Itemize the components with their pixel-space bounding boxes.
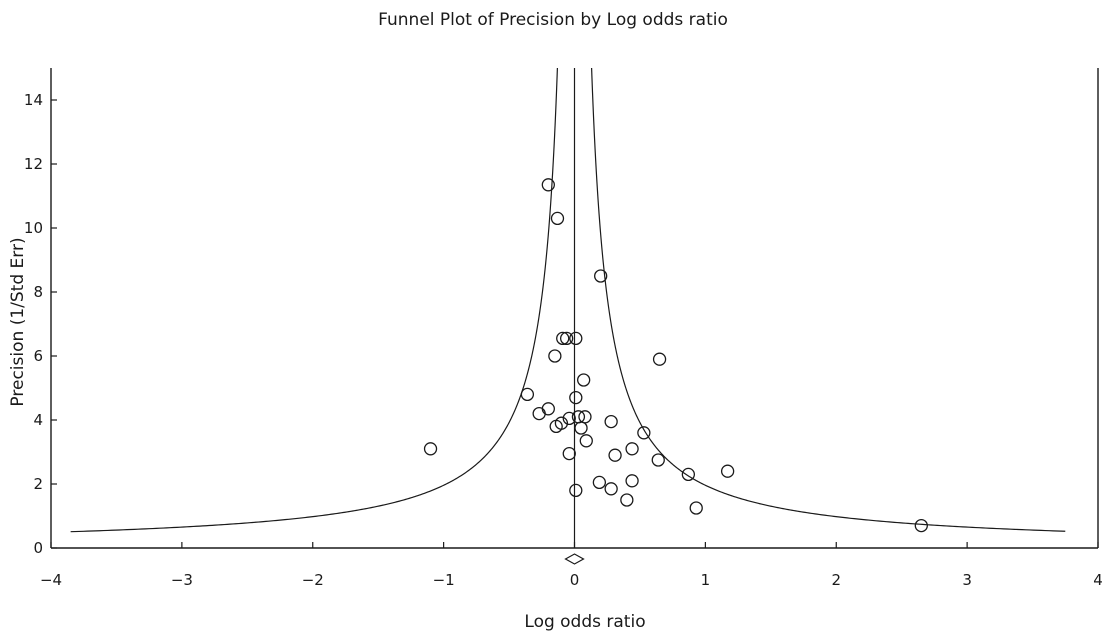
data-point (625, 474, 639, 488)
x-tick-label: −2 (302, 571, 324, 589)
data-point (625, 442, 639, 456)
x-tick-label: 4 (1093, 571, 1103, 589)
data-point (592, 475, 607, 490)
data-point (651, 453, 665, 467)
y-tick-label: 0 (33, 539, 43, 557)
x-tick-label: −3 (171, 571, 193, 589)
data-point (604, 414, 618, 429)
funnel-group (70, 67, 1066, 565)
data-point (520, 387, 535, 402)
data-point (550, 211, 565, 226)
data-point (681, 467, 696, 482)
data-point (608, 448, 622, 462)
data-point (577, 373, 591, 387)
x-tick-label: 3 (962, 571, 972, 589)
x-tick-label: −4 (40, 571, 62, 589)
data-point (720, 464, 735, 478)
data-point (423, 442, 438, 456)
data-point (541, 402, 555, 416)
funnel-left-curve (70, 67, 558, 533)
x-tick-label: 0 (570, 571, 580, 589)
data-point (579, 434, 593, 448)
data-point (914, 518, 928, 533)
chart-title: Funnel Plot of Precision by Log odds rat… (378, 10, 728, 30)
data-point (689, 501, 703, 515)
y-tick-label: 2 (33, 475, 43, 493)
data-point (569, 331, 583, 346)
data-point (604, 482, 618, 496)
x-tick-label: 1 (701, 571, 711, 589)
data-point (562, 446, 576, 461)
x-tick-label: 2 (831, 571, 841, 589)
data-point (569, 390, 583, 405)
data-point (532, 406, 546, 421)
y-axis-label: Precision (1/Std Err) (8, 237, 28, 406)
y-tick-label: 8 (33, 283, 43, 301)
y-tick-label: 14 (24, 91, 43, 109)
data-point (637, 426, 651, 440)
data-point (569, 483, 583, 498)
data-point (562, 411, 576, 426)
y-tick-label: 4 (33, 411, 43, 429)
y-tick-label: 12 (24, 155, 43, 173)
y-tick-label: 10 (24, 219, 43, 237)
data-point (549, 419, 563, 434)
data-point (556, 331, 570, 346)
data-point (594, 269, 608, 283)
data-point (652, 352, 667, 366)
summary-diamond (564, 553, 585, 565)
funnel-right-curve (591, 67, 1066, 532)
data-point (541, 178, 555, 192)
x-axis-label: Log odds ratio (524, 612, 645, 632)
data-point (548, 349, 562, 363)
data-point (559, 331, 574, 346)
data-point (620, 493, 634, 507)
x-tick-label: −1 (433, 571, 455, 589)
points-group (423, 178, 928, 533)
y-tick-label: 6 (33, 347, 43, 365)
data-point (574, 421, 588, 435)
